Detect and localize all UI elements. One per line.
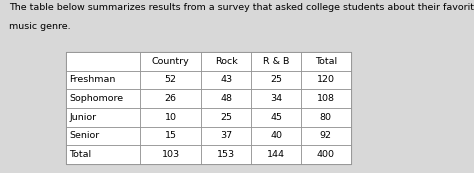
Text: 92: 92 [320,131,332,140]
Bar [301,71,351,89]
Text: 34: 34 [270,94,282,103]
Text: 26: 26 [164,94,177,103]
Bar [301,145,351,164]
Bar [301,52,351,71]
Bar [66,89,140,108]
Bar [201,127,251,145]
Text: 153: 153 [217,150,236,159]
Bar [66,52,351,164]
Text: 43: 43 [220,75,232,84]
Bar [140,108,201,127]
Bar [140,145,201,164]
Text: 400: 400 [317,150,335,159]
Text: The table below summarizes results from a survey that asked college students abo: The table below summarizes results from … [9,3,474,12]
Bar [140,71,201,89]
Bar [201,52,251,71]
Bar [201,145,251,164]
Text: Rock: Rock [215,57,237,66]
Text: 48: 48 [220,94,232,103]
Text: Sophomore: Sophomore [69,94,123,103]
Bar [251,71,301,89]
Text: 120: 120 [317,75,335,84]
Text: music genre.: music genre. [9,22,71,31]
Bar [251,145,301,164]
Bar [66,71,140,89]
Bar [66,108,140,127]
Text: Total: Total [315,57,337,66]
Text: Freshman: Freshman [69,75,116,84]
Bar [66,127,140,145]
Bar [251,52,301,71]
Text: R & B: R & B [263,57,289,66]
Text: Country: Country [152,57,190,66]
Text: 108: 108 [317,94,335,103]
Bar [140,89,201,108]
Bar [251,127,301,145]
Text: 25: 25 [220,113,232,122]
Text: 40: 40 [270,131,282,140]
Bar [251,89,301,108]
Bar [301,89,351,108]
Text: 144: 144 [267,150,285,159]
Text: 15: 15 [164,131,177,140]
Bar [66,145,140,164]
Text: 37: 37 [220,131,232,140]
Text: 103: 103 [162,150,180,159]
Bar [201,71,251,89]
Text: 52: 52 [164,75,177,84]
Bar [140,52,201,71]
Text: Junior: Junior [69,113,96,122]
Text: Senior: Senior [69,131,100,140]
Bar [251,108,301,127]
Bar [301,127,351,145]
Bar [201,89,251,108]
Text: 10: 10 [164,113,177,122]
Bar [301,108,351,127]
Text: 25: 25 [270,75,282,84]
Text: 45: 45 [270,113,282,122]
Text: 80: 80 [320,113,332,122]
Text: Total: Total [69,150,91,159]
Bar [140,127,201,145]
Bar [66,52,140,71]
Bar [201,108,251,127]
